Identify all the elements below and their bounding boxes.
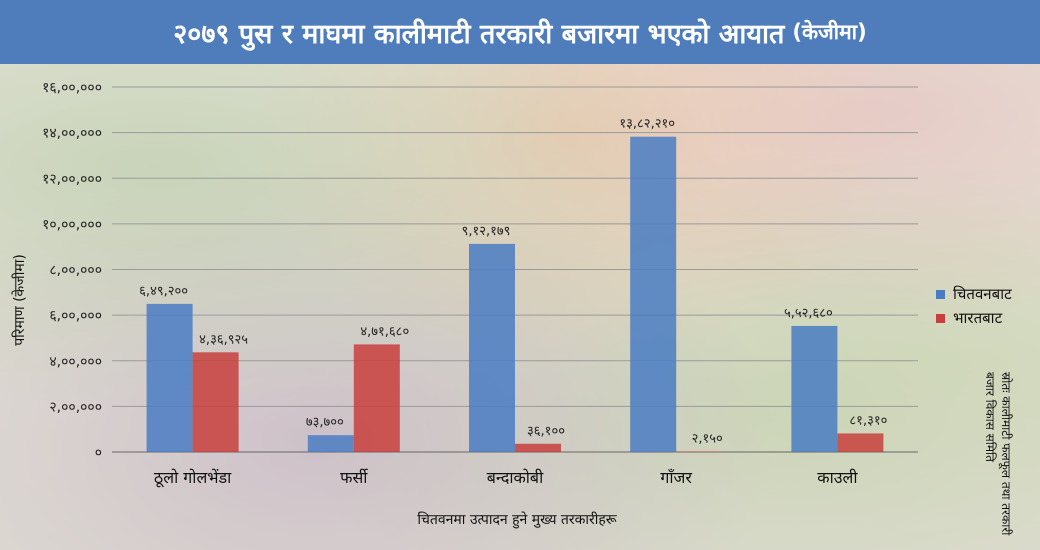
bar-chitwan bbox=[791, 325, 838, 452]
bar-india bbox=[837, 433, 884, 452]
y-axis-title: परिमाण (केजीमा) bbox=[11, 254, 28, 346]
x-category-label: फर्सी bbox=[340, 468, 368, 487]
bar-chitwan bbox=[307, 435, 354, 452]
y-tick-label: ८,००,००० bbox=[49, 263, 102, 279]
bar-india bbox=[353, 344, 400, 452]
chart-title-unit: (केजीमा) bbox=[792, 20, 867, 44]
legend-item-india: भारतबाट bbox=[936, 306, 1012, 330]
chart-title: २०७९ पुस र माघमा कालीमाटी तरकारी बजारमा … bbox=[173, 18, 785, 50]
bar-chitwan bbox=[469, 243, 515, 452]
legend-swatch-chitwan bbox=[936, 289, 945, 299]
bar-chitwan bbox=[630, 136, 677, 452]
legend-label-india: भारतबाट bbox=[953, 309, 1003, 327]
bar-india bbox=[192, 352, 239, 452]
x-category-label: ठूलो गोलभेंडा bbox=[154, 468, 232, 488]
x-category-label: बन्दाकोबी bbox=[487, 468, 544, 487]
bar-value-label: ८१,३१० bbox=[849, 413, 887, 428]
x-category-label: गाँजर bbox=[660, 468, 692, 487]
bar-chitwan bbox=[146, 303, 193, 452]
y-tick-label: १२,००,००० bbox=[42, 171, 102, 187]
bar-value-labels: ६,४९,२०० ४,३६,९२५ ७३,७०० ४,७१,६८० ९,१२,१७९ ३६… bbox=[139, 117, 887, 447]
x-axis-categories: ठूलो गोलभेंडा फर्सी बन्दाकोबी गाँजर काउली bbox=[154, 468, 858, 488]
x-category-label: काउली bbox=[817, 468, 858, 487]
bar-value-label: ३६,१०० bbox=[527, 424, 565, 439]
bar-india bbox=[515, 443, 561, 452]
title-bar: २०७९ पुस र माघमा कालीमाटी तरकारी बजारमा … bbox=[0, 0, 1040, 64]
x-axis-title: चितवनमा उत्पादन हुने मुख्य तरकारीहरू bbox=[417, 511, 617, 529]
legend-swatch-india bbox=[936, 313, 945, 323]
bar-value-label: १३,८२,२१० bbox=[619, 117, 675, 132]
bar-value-label: ५,५२,६८० bbox=[784, 306, 833, 321]
y-tick-label: २,००,००० bbox=[49, 399, 102, 415]
legend-label-chitwan: चितवनबाट bbox=[953, 285, 1012, 303]
bar-value-label: ६,४९,२०० bbox=[139, 284, 188, 299]
y-tick-label: १४,००,००० bbox=[42, 126, 102, 142]
bar-india bbox=[676, 451, 723, 453]
bars bbox=[146, 136, 884, 453]
legend-item-chitwan: चितवनबाट bbox=[936, 282, 1012, 306]
bar-value-label: ४,३६,९२५ bbox=[199, 332, 248, 347]
y-tick-label: १०,००,००० bbox=[42, 217, 102, 233]
legend: चितवनबाट भारतबाट bbox=[936, 282, 1012, 330]
y-axis-ticks: ० २,००,००० ४,००,००० ६,००,००० ८,००,००० १०,००,०… bbox=[42, 80, 102, 461]
bar-value-label: ७३,७०० bbox=[306, 415, 344, 430]
bar-value-label: २,१५० bbox=[692, 432, 723, 447]
bar-value-label: ९,१२,१७९ bbox=[462, 224, 511, 239]
bar-value-label: ४,७१,६८० bbox=[360, 324, 409, 339]
y-tick-label: ४,००,००० bbox=[49, 354, 102, 370]
source-note: स्रोतः कालीमाटी फलफूल तथा तरकारी बजार वि… bbox=[983, 372, 1013, 536]
y-tick-label: ६,००,००० bbox=[49, 308, 102, 324]
y-tick-label: ० bbox=[95, 445, 102, 461]
y-tick-label: १६,००,००० bbox=[42, 80, 102, 96]
